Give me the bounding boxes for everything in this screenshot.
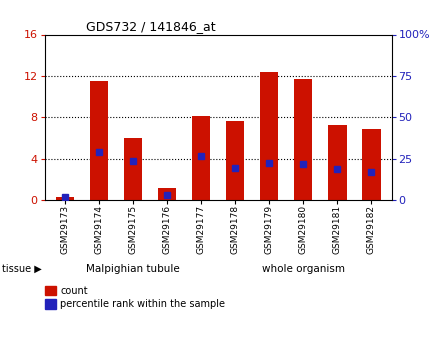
Bar xyxy=(158,188,176,200)
Bar xyxy=(226,121,244,200)
Text: GSM29180: GSM29180 xyxy=(299,205,307,254)
Text: whole organism: whole organism xyxy=(262,264,344,274)
Text: GSM29176: GSM29176 xyxy=(162,205,171,254)
Bar xyxy=(89,81,108,200)
Bar xyxy=(260,72,279,200)
Text: GDS732 / 141846_at: GDS732 / 141846_at xyxy=(86,20,216,33)
Bar xyxy=(124,138,142,200)
Text: count: count xyxy=(60,286,88,296)
Bar xyxy=(44,299,56,309)
Text: GSM29177: GSM29177 xyxy=(197,205,206,254)
Bar xyxy=(294,79,312,200)
Text: GSM29175: GSM29175 xyxy=(129,205,138,254)
Text: percentile rank within the sample: percentile rank within the sample xyxy=(60,299,225,309)
Text: tissue ▶: tissue ▶ xyxy=(2,264,42,274)
Text: GSM29182: GSM29182 xyxy=(367,205,376,254)
Bar xyxy=(44,286,56,295)
Bar xyxy=(362,129,380,200)
Bar xyxy=(328,125,347,200)
Bar xyxy=(56,197,74,200)
Text: GSM29174: GSM29174 xyxy=(94,205,103,254)
Text: GSM29178: GSM29178 xyxy=(231,205,239,254)
Text: GSM29179: GSM29179 xyxy=(265,205,274,254)
Text: GSM29181: GSM29181 xyxy=(333,205,342,254)
Text: GSM29173: GSM29173 xyxy=(61,205,69,254)
Bar xyxy=(192,116,210,200)
Text: Malpighian tubule: Malpighian tubule xyxy=(86,264,180,274)
